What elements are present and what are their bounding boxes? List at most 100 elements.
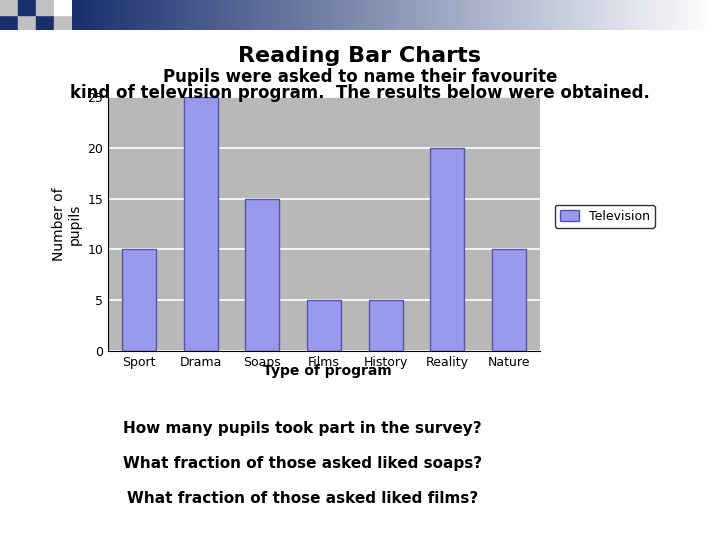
Bar bbox=[195, 0, 202, 30]
Bar bbox=[500, 0, 506, 30]
Bar bbox=[370, 0, 377, 30]
Bar bbox=[513, 0, 519, 30]
Bar bbox=[532, 0, 539, 30]
Bar bbox=[156, 0, 163, 30]
Bar bbox=[221, 0, 228, 30]
Bar bbox=[448, 0, 454, 30]
Bar bbox=[292, 0, 299, 30]
Bar bbox=[552, 0, 558, 30]
Bar bbox=[98, 0, 104, 30]
Bar bbox=[636, 0, 642, 30]
Bar bbox=[454, 0, 461, 30]
Bar bbox=[124, 0, 130, 30]
Bar bbox=[0, 15, 18, 30]
Bar bbox=[169, 0, 176, 30]
Bar bbox=[480, 0, 487, 30]
Bar bbox=[441, 0, 448, 30]
Bar bbox=[184, 97, 217, 351]
Bar bbox=[409, 0, 415, 30]
Bar bbox=[273, 0, 279, 30]
Bar bbox=[182, 0, 189, 30]
Text: Type of program: Type of program bbox=[264, 364, 392, 379]
Bar bbox=[655, 0, 662, 30]
Bar bbox=[208, 0, 215, 30]
Bar bbox=[143, 0, 150, 30]
Bar bbox=[688, 0, 694, 30]
Bar bbox=[318, 0, 325, 30]
Bar bbox=[286, 0, 292, 30]
Bar bbox=[539, 0, 545, 30]
Bar bbox=[707, 0, 714, 30]
Bar bbox=[694, 0, 701, 30]
Text: Pupils were asked to name their favourite: Pupils were asked to name their favourit… bbox=[163, 68, 557, 85]
Bar bbox=[577, 0, 584, 30]
Text: What fraction of those asked liked films?: What fraction of those asked liked films… bbox=[127, 491, 478, 507]
Bar bbox=[390, 0, 396, 30]
Bar bbox=[415, 0, 422, 30]
Bar bbox=[590, 0, 597, 30]
Bar bbox=[117, 0, 124, 30]
Bar bbox=[526, 0, 532, 30]
Bar bbox=[18, 0, 36, 15]
Bar bbox=[584, 0, 590, 30]
Bar bbox=[701, 0, 707, 30]
Bar bbox=[279, 0, 286, 30]
Bar bbox=[668, 0, 675, 30]
Bar bbox=[461, 0, 467, 30]
Bar bbox=[402, 0, 409, 30]
Bar bbox=[474, 0, 480, 30]
Text: kind of television program.  The results below were obtained.: kind of television program. The results … bbox=[70, 84, 650, 102]
Bar bbox=[240, 0, 247, 30]
Bar bbox=[54, 15, 72, 30]
Bar bbox=[78, 0, 85, 30]
Bar bbox=[623, 0, 629, 30]
Bar bbox=[130, 0, 137, 30]
Bar bbox=[545, 0, 552, 30]
Bar bbox=[307, 300, 341, 351]
Bar bbox=[558, 0, 564, 30]
Bar bbox=[85, 0, 91, 30]
Bar bbox=[228, 0, 234, 30]
Bar bbox=[610, 0, 616, 30]
Bar bbox=[357, 0, 364, 30]
Bar bbox=[247, 0, 253, 30]
Bar bbox=[234, 0, 240, 30]
Bar bbox=[54, 0, 72, 15]
Bar bbox=[431, 148, 464, 351]
Legend: Television: Television bbox=[555, 205, 654, 228]
Bar bbox=[642, 0, 649, 30]
Bar bbox=[122, 249, 156, 351]
Bar bbox=[189, 0, 195, 30]
Bar bbox=[111, 0, 117, 30]
Bar bbox=[597, 0, 603, 30]
Bar bbox=[428, 0, 435, 30]
Bar bbox=[163, 0, 169, 30]
Bar bbox=[571, 0, 577, 30]
Bar bbox=[681, 0, 688, 30]
Bar bbox=[331, 0, 338, 30]
Bar bbox=[202, 0, 208, 30]
Bar bbox=[377, 0, 383, 30]
Bar bbox=[253, 0, 260, 30]
Bar bbox=[150, 0, 156, 30]
Bar bbox=[629, 0, 636, 30]
Bar bbox=[603, 0, 610, 30]
Bar bbox=[72, 0, 78, 30]
Bar bbox=[351, 0, 357, 30]
Bar bbox=[104, 0, 111, 30]
Bar bbox=[0, 0, 18, 15]
Bar bbox=[312, 0, 318, 30]
Bar bbox=[675, 0, 681, 30]
Bar bbox=[492, 249, 526, 351]
Bar bbox=[305, 0, 312, 30]
Bar bbox=[246, 199, 279, 351]
Bar bbox=[36, 15, 54, 30]
Bar bbox=[215, 0, 221, 30]
Bar bbox=[338, 0, 344, 30]
Text: What fraction of those asked liked soaps?: What fraction of those asked liked soaps… bbox=[123, 456, 482, 471]
Text: How many pupils took part in the survey?: How many pupils took part in the survey? bbox=[123, 421, 482, 436]
Bar bbox=[662, 0, 668, 30]
Bar bbox=[176, 0, 182, 30]
Bar bbox=[616, 0, 623, 30]
Bar bbox=[435, 0, 441, 30]
